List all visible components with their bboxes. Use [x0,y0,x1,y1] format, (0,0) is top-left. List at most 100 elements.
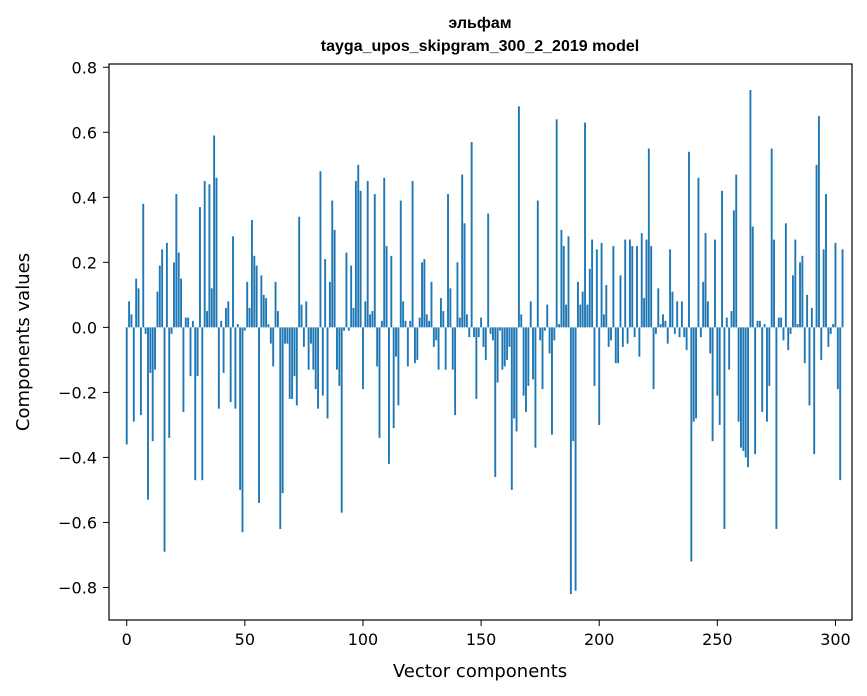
chart-title: эльфам [448,15,511,32]
bar-143 [463,223,466,328]
bar-36 [210,288,213,328]
bar-83 [321,327,324,396]
bar-261 [742,327,745,451]
bar-103 [369,314,371,328]
bar-237 [685,327,688,351]
y-tick-label-6: 0.4 [72,188,97,207]
bar-258 [735,174,738,328]
bar-171 [529,301,532,328]
bar-153 [487,213,490,328]
bar-239 [690,327,693,562]
bar-23 [180,278,182,328]
bar-70 [291,327,294,399]
bar-205 [610,327,612,341]
bar-257 [732,210,735,328]
bar-96 [352,307,355,328]
bar-146 [470,142,473,328]
bar-193 [581,291,584,328]
bar-128 [428,320,431,328]
bar-249 [714,239,716,328]
bar-253 [723,327,726,529]
bar-303 [841,249,844,328]
y-tick-label-4: 0.0 [72,318,97,337]
bar-67 [284,327,286,344]
y-tick-label-2: −0.4 [58,448,97,467]
bar-202 [602,314,605,328]
bar-117 [402,301,405,328]
bar-182 [555,119,558,328]
bar-106 [376,327,379,367]
bar-208 [617,327,620,364]
bar-149 [477,327,480,338]
bar-45 [232,236,234,328]
bar-87 [331,200,334,328]
bar-167 [520,314,523,328]
bar-26 [187,317,190,328]
bar-255 [728,327,731,370]
bar-41 [222,327,225,373]
bar-162 [508,327,511,347]
bar-24 [182,327,185,412]
bar-238 [688,151,690,328]
bar-192 [579,304,582,328]
bar-17 [165,242,168,328]
bar-32 [201,327,204,481]
bar-101 [364,301,367,328]
bar-77 [307,327,310,370]
bar-159 [501,327,504,370]
bar-118 [404,320,407,328]
bar-298 [829,327,832,334]
bar-157 [496,327,499,383]
bar-38 [215,177,218,328]
bar-131 [435,327,438,341]
bar-142 [461,174,464,328]
bar-201 [600,242,603,328]
bar-33 [203,181,206,328]
bar-152 [484,327,487,360]
bar-115 [397,327,400,406]
bar-155 [491,327,494,341]
bar-132 [437,327,440,370]
bar-288 [806,294,809,328]
bar-222 [650,246,653,328]
bar-51 [246,281,249,328]
bar-100 [362,327,364,390]
bar-48 [239,327,242,490]
x-tick-label-100: 100 [348,630,379,649]
bar-156 [494,327,497,477]
x-tick-label-300: 300 [820,630,851,649]
bar-138 [451,327,454,370]
bar-76 [305,301,308,328]
bar-300 [834,242,837,328]
bar-227 [662,314,664,328]
bar-268 [758,320,761,328]
bar-84 [324,259,327,328]
bar-254 [725,317,728,328]
bar-226 [659,324,662,328]
bar-296 [825,194,827,328]
bar-236 [683,327,686,338]
bar-302 [839,327,842,481]
bar-179 [548,327,551,354]
bar-141 [458,317,461,328]
bar-230 [669,249,672,328]
bar-200 [598,327,601,425]
bar-294 [820,327,823,360]
bar-56 [258,327,260,503]
bar-220 [645,239,648,328]
bar-191 [577,281,579,328]
bar-88 [333,229,336,328]
bar-61 [269,327,272,344]
bar-31 [199,207,201,328]
bar-71 [293,327,296,377]
bar-228 [664,320,667,328]
bar-130 [432,327,435,347]
bar-144 [465,314,468,328]
bar-266 [754,327,757,455]
bar-166 [517,106,520,328]
bar-60 [267,324,270,328]
bar-64 [276,311,279,328]
bar-248 [711,327,714,442]
bar-43 [227,301,230,328]
bar-81 [317,327,320,409]
